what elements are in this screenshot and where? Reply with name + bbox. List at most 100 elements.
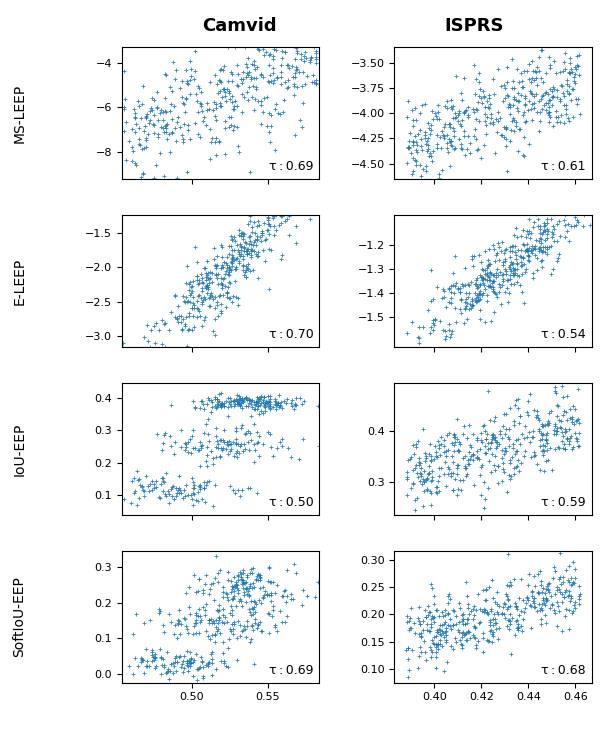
Point — [561, 47, 570, 58]
Point — [247, 567, 257, 579]
Point — [222, 82, 232, 94]
Point — [451, 70, 461, 82]
Point — [564, 66, 573, 78]
Point — [234, 147, 243, 158]
Point — [292, 47, 301, 59]
Point — [570, 563, 580, 575]
Point — [480, 264, 490, 276]
Point — [574, 593, 584, 605]
Point — [440, 118, 450, 129]
Point — [427, 583, 437, 594]
Point — [268, 576, 278, 588]
Point — [266, 595, 276, 607]
Point — [439, 631, 448, 643]
Point — [518, 239, 528, 250]
Point — [131, 118, 141, 130]
Point — [223, 401, 232, 412]
Point — [188, 275, 198, 287]
Point — [511, 394, 520, 406]
Point — [249, 216, 259, 228]
Point — [502, 591, 512, 602]
Point — [231, 95, 240, 107]
Point — [215, 136, 224, 147]
Point — [221, 616, 231, 628]
Text: E-LEEP: E-LEEP — [12, 258, 26, 304]
Point — [570, 602, 580, 613]
Point — [440, 326, 450, 337]
Point — [564, 88, 574, 100]
Point — [449, 431, 459, 442]
Point — [524, 426, 534, 438]
Point — [108, 478, 118, 490]
Point — [564, 623, 574, 634]
Point — [489, 431, 498, 443]
Point — [211, 614, 221, 626]
Point — [418, 624, 428, 636]
Point — [542, 232, 551, 244]
Point — [554, 573, 564, 585]
Point — [505, 402, 515, 414]
Point — [476, 489, 486, 501]
Point — [217, 397, 227, 409]
Point — [538, 420, 548, 432]
Point — [529, 598, 539, 610]
Point — [464, 626, 474, 637]
Point — [442, 656, 451, 667]
Point — [506, 458, 515, 469]
Point — [241, 392, 251, 404]
Point — [440, 330, 450, 342]
Point — [251, 613, 260, 625]
Point — [447, 437, 457, 448]
Point — [188, 291, 198, 303]
Point — [160, 317, 170, 328]
Point — [309, 15, 318, 27]
Point — [568, 82, 578, 94]
Point — [271, 396, 281, 408]
Point — [519, 150, 529, 162]
Point — [213, 567, 223, 579]
Point — [538, 439, 548, 451]
Point — [499, 608, 509, 620]
Point — [427, 155, 437, 166]
Point — [268, 604, 278, 616]
Point — [432, 639, 442, 651]
Point — [239, 241, 249, 253]
Point — [534, 588, 544, 599]
Point — [235, 400, 245, 412]
Point — [473, 635, 483, 647]
Point — [493, 263, 503, 274]
Point — [432, 99, 442, 110]
Point — [434, 168, 444, 180]
Point — [594, 182, 603, 194]
Point — [285, 15, 295, 27]
Point — [436, 629, 446, 641]
Point — [248, 608, 258, 620]
Point — [252, 233, 262, 245]
Point — [204, 292, 214, 304]
Point — [503, 76, 512, 88]
Point — [450, 112, 459, 123]
Point — [504, 623, 514, 635]
Point — [540, 609, 550, 620]
Point — [216, 434, 226, 446]
Point — [192, 295, 201, 307]
Point — [416, 462, 426, 474]
Point — [233, 584, 243, 596]
Point — [262, 120, 272, 132]
Point — [232, 59, 242, 71]
Point — [268, 212, 278, 224]
Point — [498, 95, 508, 107]
Point — [201, 418, 210, 430]
Point — [236, 568, 246, 580]
Point — [182, 77, 192, 88]
Point — [416, 140, 426, 152]
Point — [463, 625, 473, 637]
Point — [431, 641, 441, 653]
Point — [536, 232, 545, 244]
Point — [219, 272, 229, 284]
Point — [194, 82, 204, 94]
Point — [489, 626, 498, 638]
Point — [251, 81, 260, 93]
Point — [172, 312, 182, 324]
Point — [272, 72, 282, 84]
